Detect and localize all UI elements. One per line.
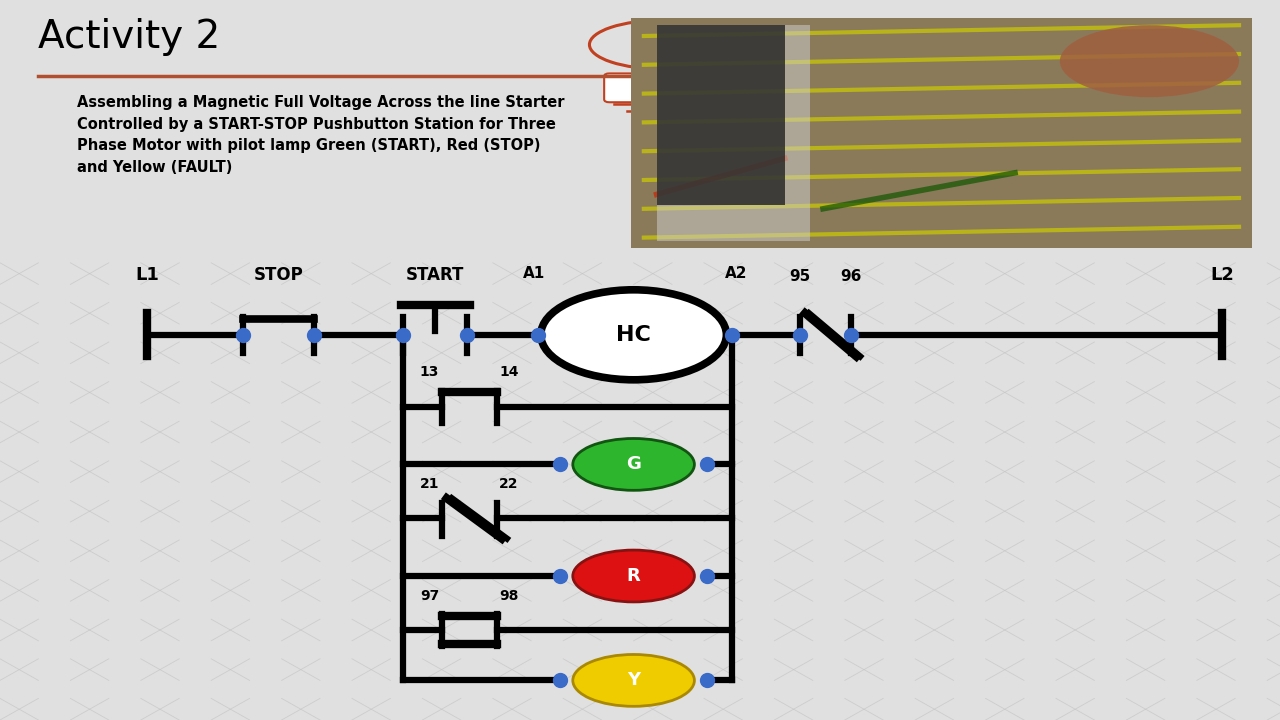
Text: 13: 13 <box>420 366 439 379</box>
Text: 98: 98 <box>499 589 518 603</box>
Text: A2: A2 <box>724 266 748 281</box>
Point <box>841 329 861 341</box>
Point <box>550 459 571 470</box>
Point <box>698 675 718 686</box>
Ellipse shape <box>573 438 694 490</box>
Point <box>698 459 718 470</box>
Point <box>527 329 548 341</box>
Text: 230V: 230V <box>645 81 681 94</box>
Text: 14: 14 <box>499 366 518 379</box>
Ellipse shape <box>1060 25 1239 97</box>
Text: STOP: STOP <box>253 266 303 284</box>
Bar <box>631 18 1252 248</box>
Text: 22: 22 <box>499 477 518 491</box>
Point <box>698 570 718 582</box>
Text: 97: 97 <box>420 589 439 603</box>
Point <box>722 329 742 341</box>
Ellipse shape <box>573 550 694 602</box>
Text: Sir Boy: Sir Boy <box>640 34 686 47</box>
Ellipse shape <box>573 654 694 706</box>
Text: Y: Y <box>627 671 640 690</box>
Text: A1: A1 <box>522 266 545 281</box>
Text: 21: 21 <box>420 477 439 491</box>
Text: START: START <box>406 266 465 284</box>
Point <box>393 329 413 341</box>
Bar <box>657 25 810 241</box>
Text: Activity 2: Activity 2 <box>38 18 220 56</box>
Point <box>303 329 324 341</box>
Text: L2: L2 <box>1211 266 1234 284</box>
Ellipse shape <box>541 289 727 379</box>
FancyBboxPatch shape <box>604 73 722 102</box>
Text: G: G <box>626 455 641 474</box>
Text: 95: 95 <box>790 269 810 284</box>
Point <box>233 329 253 341</box>
Point <box>550 570 571 582</box>
Point <box>790 329 810 341</box>
Point <box>550 675 571 686</box>
Bar <box>657 25 785 205</box>
Text: 96: 96 <box>841 269 861 284</box>
Text: HC: HC <box>616 325 652 345</box>
Text: R: R <box>627 567 640 585</box>
Text: L1: L1 <box>136 266 159 284</box>
Text: Assembling a Magnetic Full Voltage Across the line Starter
Controlled by a START: Assembling a Magnetic Full Voltage Acros… <box>77 95 564 175</box>
Point <box>457 329 477 341</box>
